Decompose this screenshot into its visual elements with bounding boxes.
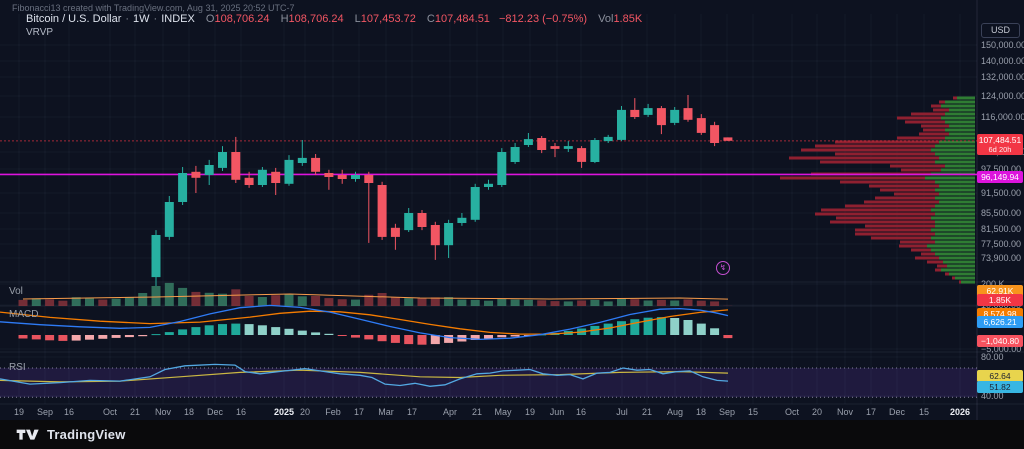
- price-axis-tick: 132,000.00: [981, 72, 1024, 82]
- time-axis-tick: 16: [575, 407, 587, 417]
- time-axis-tick: Nov: [836, 407, 854, 417]
- pane-label-macd[interactable]: MACD: [9, 309, 39, 320]
- price-axis-tick: 77,500.00: [981, 239, 1022, 249]
- high-label: H: [280, 13, 289, 25]
- time-axis-tick: Sep: [718, 407, 736, 417]
- exchange: INDEX: [161, 13, 195, 25]
- time-axis-tick: Mar: [378, 407, 394, 417]
- interval[interactable]: 1W: [133, 13, 150, 25]
- open-label: O: [205, 13, 215, 25]
- volume-label: Vol: [598, 13, 614, 25]
- price-axis-tick: 91,500.00: [981, 188, 1022, 198]
- time-axis-tick: Oct: [102, 407, 118, 417]
- tradingview-brand-text[interactable]: TradingView: [47, 427, 126, 442]
- symbol-legend[interactable]: Bitcoin / U.S. Dollar · 1W · INDEX O108,706.…: [26, 13, 643, 25]
- close-label: C: [426, 13, 435, 25]
- time-axis-tick: 19: [524, 407, 536, 417]
- time-axis-tick: 20: [811, 407, 823, 417]
- tradingview-logo-icon[interactable]: [16, 427, 40, 443]
- high-value: 108,706.24: [288, 13, 344, 25]
- open-value: 108,706.24: [214, 13, 270, 25]
- time-axis-tick: Apr: [442, 407, 458, 417]
- indicator-value-label: 51.82: [977, 381, 1023, 393]
- indicator-value-label: −1,040.80: [977, 335, 1023, 347]
- price-axis-tick: 150,000.00: [981, 40, 1024, 50]
- time-axis-tick: Dec: [206, 407, 224, 417]
- price-axis-tick: 116,000.00: [981, 112, 1024, 122]
- bar-countdown: 6d 20h: [988, 145, 1012, 154]
- price-axis-tick: 81,500.00: [981, 224, 1022, 234]
- low-value: 107,453.72: [360, 13, 416, 25]
- alert-icon[interactable]: ↯: [716, 261, 730, 275]
- current-price-value: 107,484.51: [978, 135, 1022, 145]
- time-axis-tick: Dec: [888, 407, 906, 417]
- price-axis-tick: 140,000.00: [981, 56, 1024, 66]
- time-axis-tick: Sep: [36, 407, 54, 417]
- price-axis-tick: 85,500.00: [981, 208, 1022, 218]
- time-axis-tick: Jun: [549, 407, 565, 417]
- time-axis-tick: 17: [406, 407, 418, 417]
- time-axis-tick: Aug: [666, 407, 684, 417]
- horizontal-line-price-label: 96,149.94: [977, 171, 1023, 183]
- indicator-value-label: 1.85K: [977, 294, 1023, 306]
- current-price-label: 107,484.51 6d 20h: [977, 134, 1023, 155]
- time-axis-tick: 21: [471, 407, 483, 417]
- time-axis-tick: Oct: [784, 407, 800, 417]
- time-axis-tick: May: [494, 407, 512, 417]
- indicator-value-label: 62.64: [977, 370, 1023, 382]
- time-axis-tick: 15: [747, 407, 759, 417]
- time-axis-tick: Feb: [325, 407, 341, 417]
- time-axis-tick: 2025: [273, 407, 295, 417]
- time-axis-tick: Nov: [154, 407, 172, 417]
- time-axis-tick: 21: [641, 407, 653, 417]
- time-axis-tick: 18: [695, 407, 707, 417]
- time-axis-tick: Jul: [616, 407, 628, 417]
- time-axis-tick: 2026: [949, 407, 971, 417]
- price-axis-tick: 97,500.00: [981, 164, 1022, 174]
- time-axis-tick: 16: [63, 407, 75, 417]
- time-axis-tick: 20: [299, 407, 311, 417]
- symbol-name[interactable]: Bitcoin / U.S. Dollar: [26, 13, 122, 25]
- close-value: 107,484.51: [434, 13, 490, 25]
- time-axis-tick: 17: [353, 407, 365, 417]
- price-axis-tick: 40.00: [981, 391, 1004, 401]
- watermark: Fibonacci13 created with TradingView.com…: [12, 3, 295, 13]
- bottom-toolbar: TradingView: [0, 420, 1024, 449]
- time-axis-tick: 21: [129, 407, 141, 417]
- price-axis-tick: 80.00: [981, 352, 1004, 362]
- price-axis-tick: −5,000.00: [981, 344, 1022, 354]
- pane-label-volume[interactable]: Vol: [9, 286, 23, 297]
- volume-value: 1.85K: [613, 13, 643, 25]
- time-axis-tick: 19: [13, 407, 25, 417]
- time-axis-tick: 15: [918, 407, 930, 417]
- price-axis-tick: 200 K: [981, 279, 1005, 289]
- pane-label-rsi[interactable]: RSI: [9, 362, 26, 373]
- price-axis-tick: 124,000.00: [981, 91, 1024, 101]
- time-axis-tick: 17: [865, 407, 877, 417]
- time-axis-tick: 16: [235, 407, 247, 417]
- currency-toggle-button[interactable]: USD: [981, 23, 1020, 38]
- price-axis-tick: 73,900.00: [981, 253, 1022, 263]
- indicator-legend-vrvp[interactable]: VRVP: [26, 27, 54, 38]
- time-axis-tick: 18: [183, 407, 195, 417]
- low-label: L: [354, 13, 361, 25]
- change-value: −812.23 (−0.75%): [499, 13, 588, 25]
- indicator-value-label: 6,626.21: [977, 316, 1023, 328]
